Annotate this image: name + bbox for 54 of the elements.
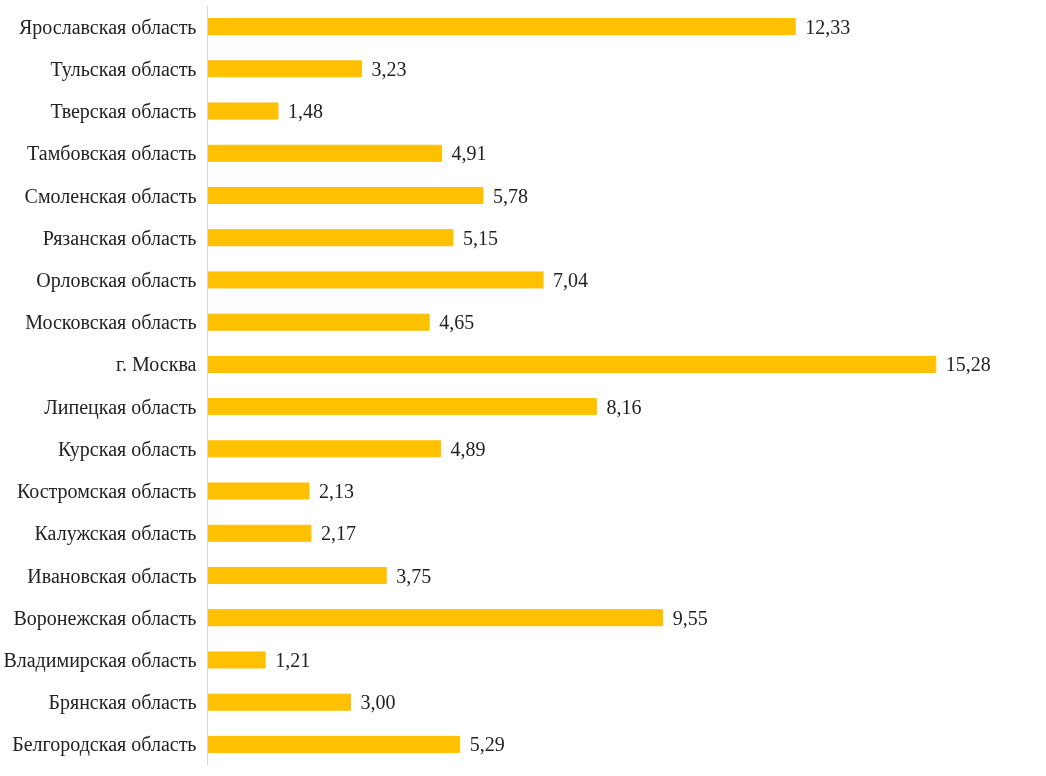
y-tick-label: Тверская область xyxy=(50,100,197,124)
data-label: 9,55 xyxy=(672,606,708,629)
y-tick-label: Владимирская область xyxy=(3,648,197,672)
data-label: 1,21 xyxy=(275,648,311,671)
data-label: 5,29 xyxy=(469,733,505,756)
data-label: 4,89 xyxy=(450,437,486,460)
bar xyxy=(207,355,937,373)
bar xyxy=(207,566,387,585)
bar xyxy=(207,102,279,120)
y-tick-label: Рязанская область xyxy=(42,226,197,249)
y-tick-label: Тульская область xyxy=(50,57,197,81)
data-label: 5,78 xyxy=(493,184,528,207)
bar xyxy=(207,271,544,289)
y-tick-label: Орловская область xyxy=(36,268,197,292)
bar xyxy=(207,144,443,162)
bar xyxy=(207,524,312,542)
bar xyxy=(207,693,351,711)
bar xyxy=(207,18,796,36)
bar xyxy=(207,609,664,627)
y-tick-label: Смоленская область xyxy=(24,184,197,207)
bar xyxy=(207,735,461,753)
y-tick-label: Костромская область xyxy=(16,480,197,504)
data-label: 1,48 xyxy=(288,100,324,123)
y-tick-label: Воронежская область xyxy=(13,606,197,630)
bar xyxy=(207,60,362,78)
data-label: 3,00 xyxy=(360,691,396,714)
bar xyxy=(207,482,310,500)
data-label: 4,65 xyxy=(439,311,475,334)
data-label: 8,16 xyxy=(606,395,642,418)
data-label: 3,23 xyxy=(371,57,407,80)
bar xyxy=(207,313,430,331)
bar xyxy=(207,440,442,458)
y-tick-label: Липецкая область xyxy=(44,395,197,419)
y-tick-label: Московская область xyxy=(25,311,197,334)
y-tick-label: Калужская область xyxy=(34,522,197,546)
data-label: 3,75 xyxy=(396,564,432,587)
y-tick-label: Брянская область xyxy=(48,691,197,715)
bar xyxy=(207,651,266,669)
y-tick-label: Ярославская область xyxy=(18,15,197,39)
y-tick-label: Ивановская область xyxy=(27,564,197,587)
y-tick-label: г. Москва xyxy=(116,353,197,376)
data-label: 7,04 xyxy=(553,268,589,291)
data-label: 2,17 xyxy=(320,522,356,545)
data-label: 5,15 xyxy=(462,226,498,249)
bar xyxy=(207,229,454,247)
y-tick-label: Белгородская область xyxy=(12,733,197,757)
y-tick-label: Курская область xyxy=(58,437,197,461)
bar xyxy=(207,186,484,205)
data-label: 12,33 xyxy=(805,15,851,38)
data-label: 4,91 xyxy=(451,142,487,165)
data-label: 2,13 xyxy=(319,480,355,503)
bar xyxy=(207,398,597,416)
y-tick-label: Тамбовская область xyxy=(27,142,197,165)
data-label: 15,28 xyxy=(945,353,991,376)
